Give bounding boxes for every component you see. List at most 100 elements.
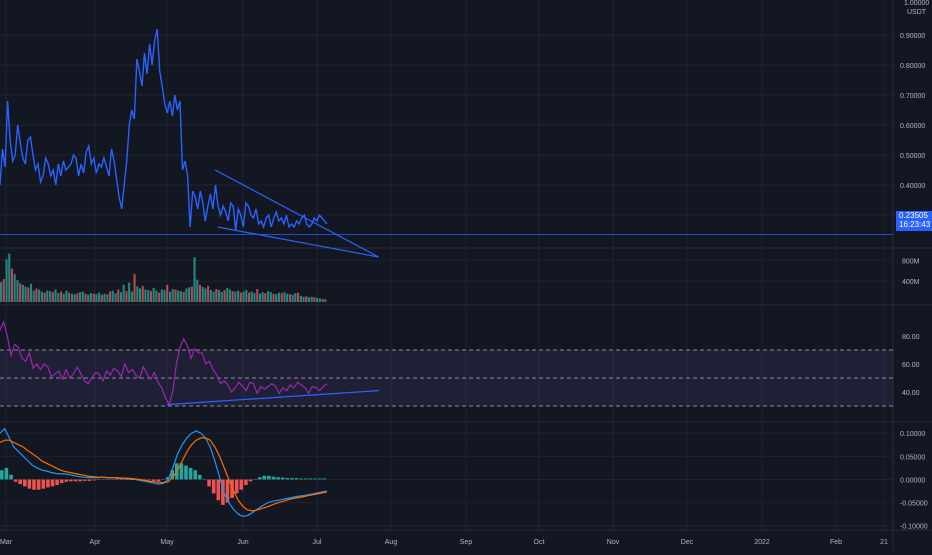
macd-histogram-bar [101,479,105,480]
time-axis-label: Apr [90,539,102,546]
volume-bar [144,289,147,302]
volume-bar [318,298,321,302]
volume-bar [258,293,261,302]
macd-histogram-bar [188,467,193,480]
volume-bar [163,290,166,302]
volume-bar [60,291,63,302]
volume-bar [288,294,291,302]
volume-bar [76,293,79,302]
volume-bar [10,268,13,302]
volume-bar [215,289,218,302]
volume-bar [141,285,144,302]
macd-histogram-bar [55,479,59,485]
macd-histogram-bar [179,463,184,480]
volume-bar [35,288,38,302]
macd-histogram-bar [193,470,197,480]
volume-bar [16,280,19,302]
volume-bar [228,289,231,302]
macd-histogram-bar [239,479,244,490]
macd-histogram-bar [322,478,326,480]
macd-histogram-bar [73,479,78,482]
volume-bar [139,288,142,302]
volume-bar [250,291,253,302]
macd-histogram-bar [147,479,151,481]
volume-bar [272,293,275,302]
last-price-tag: 0.23505 16:23:43 [896,211,932,231]
time-axis-label: 21 [880,539,888,546]
macd-histogram-bar [4,467,9,480]
volume-bar [38,289,41,302]
macd-histogram-bar [253,479,257,480]
volume-bar [24,286,27,302]
macd-histogram-bar [304,478,308,480]
volume-bar [21,284,24,302]
macd-histogram-bar [64,479,69,482]
macd-histogram-bar [119,479,124,480]
volume-bar [84,293,87,302]
volume-bar [122,284,125,302]
volume-bar [280,293,283,302]
wedge-upper-trendline [214,169,379,258]
volume-bar [302,296,305,302]
volume-bar [49,291,52,302]
macd-histogram-bar [87,479,92,481]
volume-bar [307,297,310,302]
macd-histogram-bar [225,479,230,503]
volume-bar [231,291,234,302]
macd-histogram-bar [161,479,165,480]
volume-bar [299,295,302,302]
macd-histogram-bar [9,474,13,480]
rsi-tick-label: 80.00 [902,334,920,341]
volume-bar [256,289,259,302]
volume-bar [237,290,240,302]
volume-bar [283,292,286,302]
macd-histogram-bar [262,475,267,480]
macd-histogram-bar [165,477,170,480]
volume-bar [220,292,223,302]
volume-bar [125,291,128,302]
volume-bar [51,292,54,302]
macd-histogram-bar [267,475,271,480]
volume-bar [89,293,92,302]
macd-histogram-bar [313,478,317,480]
macd-histogram-bar [216,479,221,501]
macd-histogram-bar [50,479,55,487]
price-tick-label: 0.70000 [900,93,925,100]
macd-histogram-bar [110,479,115,480]
volume-bar [226,288,229,302]
volume-bar [248,292,251,302]
volume-bar [147,290,150,302]
volume-bar [242,291,245,302]
rsi-trendline [166,390,379,406]
price-tick-label: 0.80000 [900,63,925,70]
volume-bar [196,279,199,302]
macd-tick-label: -0.05000 [900,501,928,508]
macd-histogram-bar [285,478,290,480]
volume-bar [155,290,158,302]
volume-bar [223,290,226,302]
volume-bar [190,286,193,302]
volume-bar [267,291,270,302]
macd-histogram-bar [92,479,96,481]
macd-histogram-bar [317,478,322,480]
time-axis-label: Dec [681,539,694,546]
volume-bar [207,285,210,302]
macd-histogram-bar [244,479,248,485]
volume-bar [193,257,196,302]
volume-bar [92,293,95,302]
macd-tick-label: 0.00000 [900,477,925,484]
volume-bar [182,292,185,302]
macd-histogram-bar [13,479,18,482]
macd-histogram-bar [234,479,239,494]
volume-bar [177,290,180,302]
time-axis-label: Sep [460,539,473,546]
rsi-line [0,320,328,407]
volume-bar [234,291,237,302]
macd-histogram-bar [152,479,156,481]
rsi-tick-label: 40.00 [902,390,920,397]
macd-histogram-bar [202,479,207,480]
last-price-value: 0.23505 [899,211,928,220]
volume-bar [133,273,136,302]
